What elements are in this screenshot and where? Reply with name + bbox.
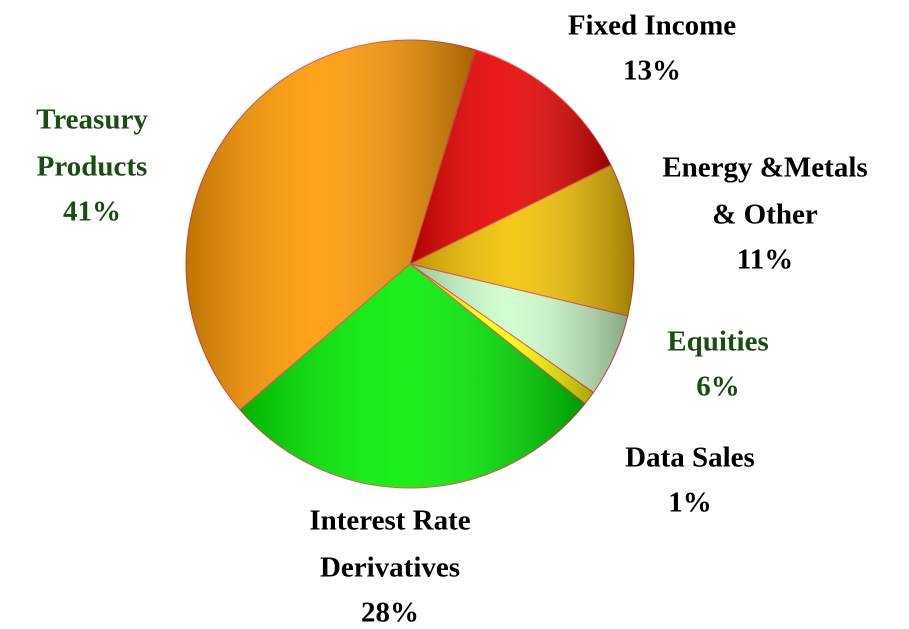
slice-label: Derivatives [320,552,460,584]
value-label: 13% [623,55,681,87]
slice-label: Equities [667,326,769,358]
slice-label: Products [37,151,148,183]
value-label: 1% [668,487,712,519]
slice-label: Fixed Income [568,10,736,42]
slice-label: Data Sales [625,442,755,474]
value-label: 28% [361,597,419,629]
value-label: 6% [696,371,740,403]
value-label: 41% [63,196,121,228]
slice-label: Treasury [36,104,148,136]
slice-label: Interest Rate [309,505,470,537]
value-label: 11% [737,244,793,276]
slice-label: Energy &Metals [662,152,867,184]
slice-label: & Other [712,199,818,231]
